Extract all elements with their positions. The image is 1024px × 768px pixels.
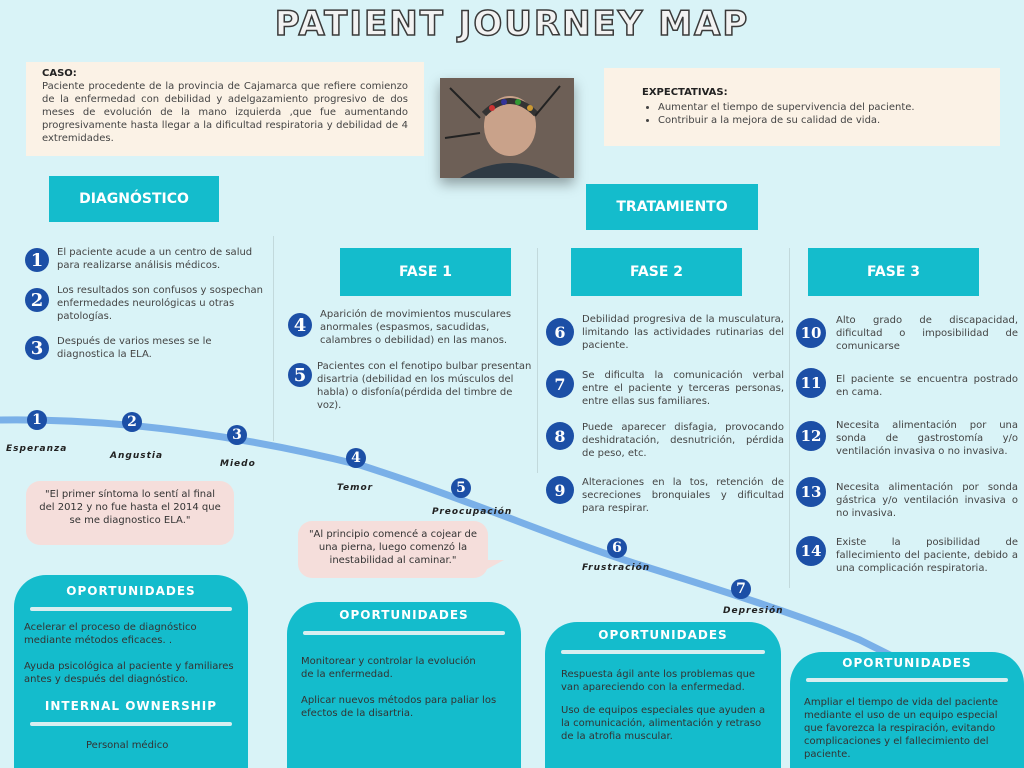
expectation-item: Aumentar el tiempo de supervivencia del …: [658, 101, 964, 114]
opportunities-card: OPORTUNIDADES Ampliar el tiempo de vida …: [790, 652, 1024, 768]
emotion-label: Miedo: [220, 459, 256, 469]
step-text: Alteraciones en la tos, retención de sec…: [582, 477, 784, 514]
divider: [303, 631, 505, 635]
opportunities-title: OPORTUNIDADES: [66, 584, 196, 598]
step-number-badge: 6: [546, 318, 574, 346]
step-text: Puede aparecer disfagia, provocando desh…: [582, 422, 784, 459]
patient-quote-bubble: "El primer síntoma lo sentí al final del…: [26, 481, 234, 545]
emotion-label: Temor: [337, 483, 374, 493]
step-number-badge: 13: [796, 477, 826, 507]
emotion-marker: 6: [607, 538, 627, 558]
step-text: Aparición de movimientos musculares anor…: [320, 309, 512, 346]
column-divider: [789, 248, 790, 588]
emotion-marker: 3: [227, 425, 247, 445]
emotion-marker: 7: [731, 579, 751, 599]
step-number-badge: 1: [25, 248, 49, 272]
emotion-marker: 4: [346, 448, 366, 468]
patient-photo: [440, 78, 574, 178]
opportunities-card: OPORTUNIDADES Acelerar el proceso de dia…: [14, 575, 248, 768]
divider: [806, 678, 1008, 682]
opportunities-title: OPORTUNIDADES: [842, 656, 972, 670]
step-text: Pacientes con el fenotipo bulbar present…: [317, 361, 532, 411]
step-text: Los resultados son confusos y sospechan …: [57, 285, 263, 322]
step-text: Existe la posibilidad de fallecimiento d…: [836, 537, 1018, 574]
opportunity-text: Uso de equipos especiales que ayuden a l…: [561, 705, 766, 742]
opportunities-title: OPORTUNIDADES: [339, 608, 469, 622]
phase-1-header: FASE 1: [340, 248, 511, 296]
expectations-label: EXPECTATIVAS:: [642, 87, 728, 98]
emotion-marker: 5: [451, 478, 471, 498]
diagnosis-header: DIAGNÓSTICO: [49, 176, 219, 222]
step-number-badge: 10: [796, 318, 826, 348]
step-number-badge: 8: [546, 422, 574, 450]
step-text: Después de varios meses se le diagnostic…: [57, 336, 212, 360]
step-number-badge: 11: [796, 368, 826, 398]
step-text: Debilidad progresiva de la musculatura, …: [582, 314, 784, 351]
column-divider: [537, 248, 538, 473]
opportunities-title: OPORTUNIDADES: [598, 628, 728, 642]
patient-photo-illustration: [440, 78, 574, 178]
opportunities-card: OPORTUNIDADES Monitorear y controlar la …: [287, 602, 521, 768]
divider: [30, 607, 232, 611]
case-label: CASO:: [42, 68, 77, 79]
step-number-badge: 9: [546, 476, 574, 504]
phase-2-header: FASE 2: [571, 248, 742, 296]
step-text: El paciente se encuentra postrado en cam…: [836, 374, 1018, 398]
divider: [561, 650, 765, 654]
opportunity-text: Aplicar nuevos métodos para paliar los e…: [301, 695, 497, 719]
step-number-badge: 7: [546, 370, 574, 398]
phase-3-header: FASE 3: [808, 248, 979, 296]
patient-quote-bubble: "Al principio comencé a cojear de una pi…: [298, 521, 488, 578]
expectations-list: Aumentar el tiempo de supervivencia del …: [642, 101, 964, 127]
page-title: PATIENT JOURNEY MAP: [274, 3, 750, 45]
emotion-label: Preocupación: [432, 507, 513, 517]
opportunity-text: Ayuda psicológica al paciente y familiar…: [24, 661, 234, 685]
step-number-badge: 3: [25, 336, 49, 360]
step-text: Necesita alimentación por sonda gástrica…: [836, 482, 1018, 519]
case-text: Paciente procedente de la provincia de C…: [42, 81, 408, 144]
emotion-label: Angustia: [110, 451, 164, 461]
internal-ownership-title: INTERNAL OWNERSHIP: [44, 699, 218, 713]
opportunities-card: OPORTUNIDADES Respuesta ágil ante los pr…: [545, 622, 781, 768]
emotion-label: Frustración: [582, 563, 651, 573]
step-number-badge: 14: [796, 536, 826, 566]
quote-tail: [200, 530, 226, 544]
emotion-marker: 1: [27, 410, 47, 430]
emotion-label: Depresión: [723, 606, 784, 616]
quote-tail: [478, 560, 504, 574]
emotion-label: Esperanza: [6, 444, 68, 454]
ownership-text: Personal médico: [86, 740, 169, 751]
step-text: Se dificulta la comunicación verbal entr…: [582, 370, 784, 407]
step-number-badge: 4: [288, 313, 312, 337]
divider: [30, 722, 232, 726]
column-divider: [273, 236, 274, 441]
opportunity-text: Monitorear y controlar la evolución de l…: [301, 656, 476, 680]
step-number-badge: 12: [796, 421, 826, 451]
expectations-card: EXPECTATIVAS: Aumentar el tiempo de supe…: [604, 68, 1000, 146]
step-text: Alto grado de discapacidad, dificultad o…: [836, 315, 1018, 352]
step-text: Necesita alimentación por una sonda de g…: [836, 420, 1018, 457]
step-number-badge: 2: [25, 288, 49, 312]
opportunity-text: Acelerar el proceso de diagnóstico media…: [24, 622, 197, 646]
expectation-item: Contribuir a la mejora de su calidad de …: [658, 114, 964, 127]
emotion-marker: 2: [122, 412, 142, 432]
treatment-header: TRATAMIENTO: [586, 184, 758, 230]
step-number-badge: 5: [288, 363, 312, 387]
opportunity-text: Respuesta ágil ante los problemas que va…: [561, 669, 756, 693]
case-card: CASO: Paciente procedente de la provinci…: [26, 62, 424, 156]
opportunity-text: Ampliar el tiempo de vida del paciente m…: [804, 697, 999, 760]
step-text: El paciente acude a un centro de salud p…: [57, 247, 253, 271]
